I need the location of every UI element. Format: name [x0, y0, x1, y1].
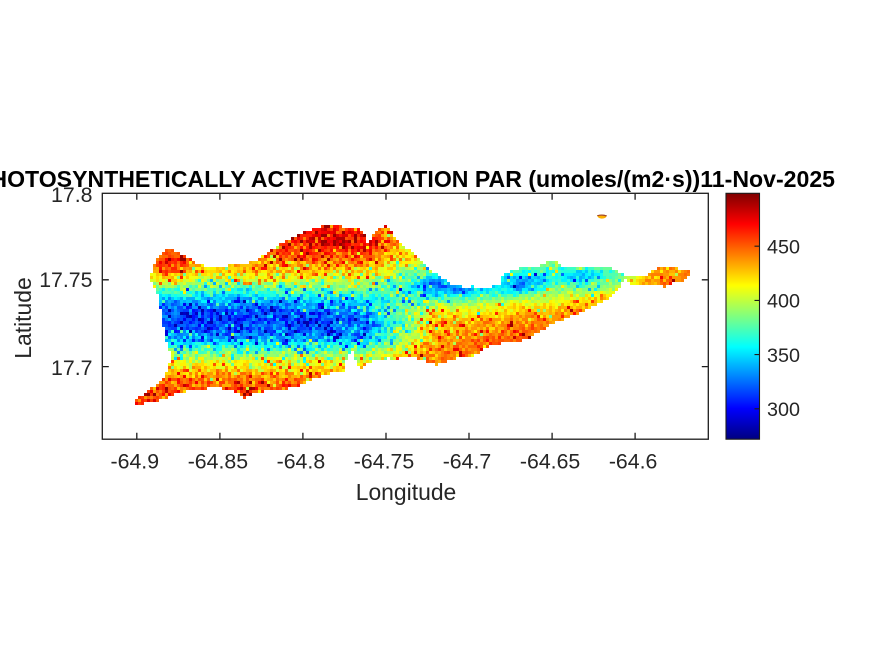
svg-text:400: 400 [767, 291, 800, 313]
svg-text:-64.9: -64.9 [111, 450, 160, 474]
svg-text:17.8: 17.8 [51, 183, 92, 207]
svg-text:450: 450 [767, 237, 800, 259]
svg-text:-64.6: -64.6 [609, 450, 658, 474]
svg-text:PHOTOSYNTHETICALLY ACTIVE RADI: PHOTOSYNTHETICALLY ACTIVE RADIATION PAR … [0, 166, 835, 192]
svg-text:Latitude: Latitude [10, 277, 36, 358]
svg-text:-64.7: -64.7 [443, 450, 492, 474]
svg-text:350: 350 [767, 345, 800, 367]
svg-text:-64.85: -64.85 [188, 450, 248, 474]
svg-text:-64.8: -64.8 [277, 450, 326, 474]
svg-text:17.75: 17.75 [39, 268, 92, 292]
svg-text:17.7: 17.7 [51, 356, 92, 380]
svg-text:-64.65: -64.65 [520, 450, 580, 474]
svg-text:Longitude: Longitude [356, 479, 457, 505]
svg-text:-64.75: -64.75 [354, 450, 414, 474]
svg-text:300: 300 [767, 399, 800, 421]
